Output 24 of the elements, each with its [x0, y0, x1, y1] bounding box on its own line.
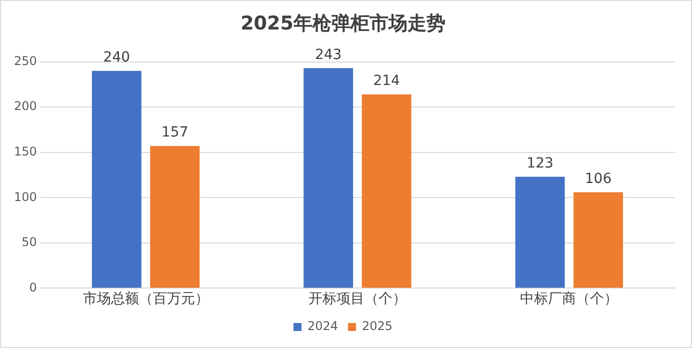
bar — [574, 192, 623, 288]
legend-label: 2024 — [307, 319, 338, 334]
y-tick-label: 100 — [14, 190, 37, 204]
x-tick-label: 开标项目（个） — [308, 291, 406, 308]
x-tick-label: 市场总额（百万元） — [82, 291, 209, 308]
data-label: 214 — [373, 73, 400, 90]
data-label: 240 — [103, 49, 130, 66]
y-tick-label: 50 — [22, 235, 37, 250]
bar — [362, 94, 412, 288]
data-label: 123 — [526, 155, 554, 172]
y-tick-label: 200 — [14, 99, 37, 114]
bar — [92, 70, 142, 288]
bar — [304, 68, 354, 288]
y-tick-label: 250 — [14, 54, 37, 68]
x-tick-label: 中标厂商（个） — [520, 291, 618, 308]
legend-label: 2025 — [362, 319, 393, 334]
bar — [150, 146, 200, 288]
data-label: 106 — [584, 170, 612, 187]
bar — [515, 176, 565, 288]
data-label: 243 — [314, 46, 342, 63]
y-tick-label: 0 — [29, 280, 37, 294]
data-label: 157 — [161, 124, 188, 141]
chart-title: 2025年枪弹柜市场走势 — [240, 12, 446, 34]
y-tick-label: 150 — [14, 144, 37, 158]
